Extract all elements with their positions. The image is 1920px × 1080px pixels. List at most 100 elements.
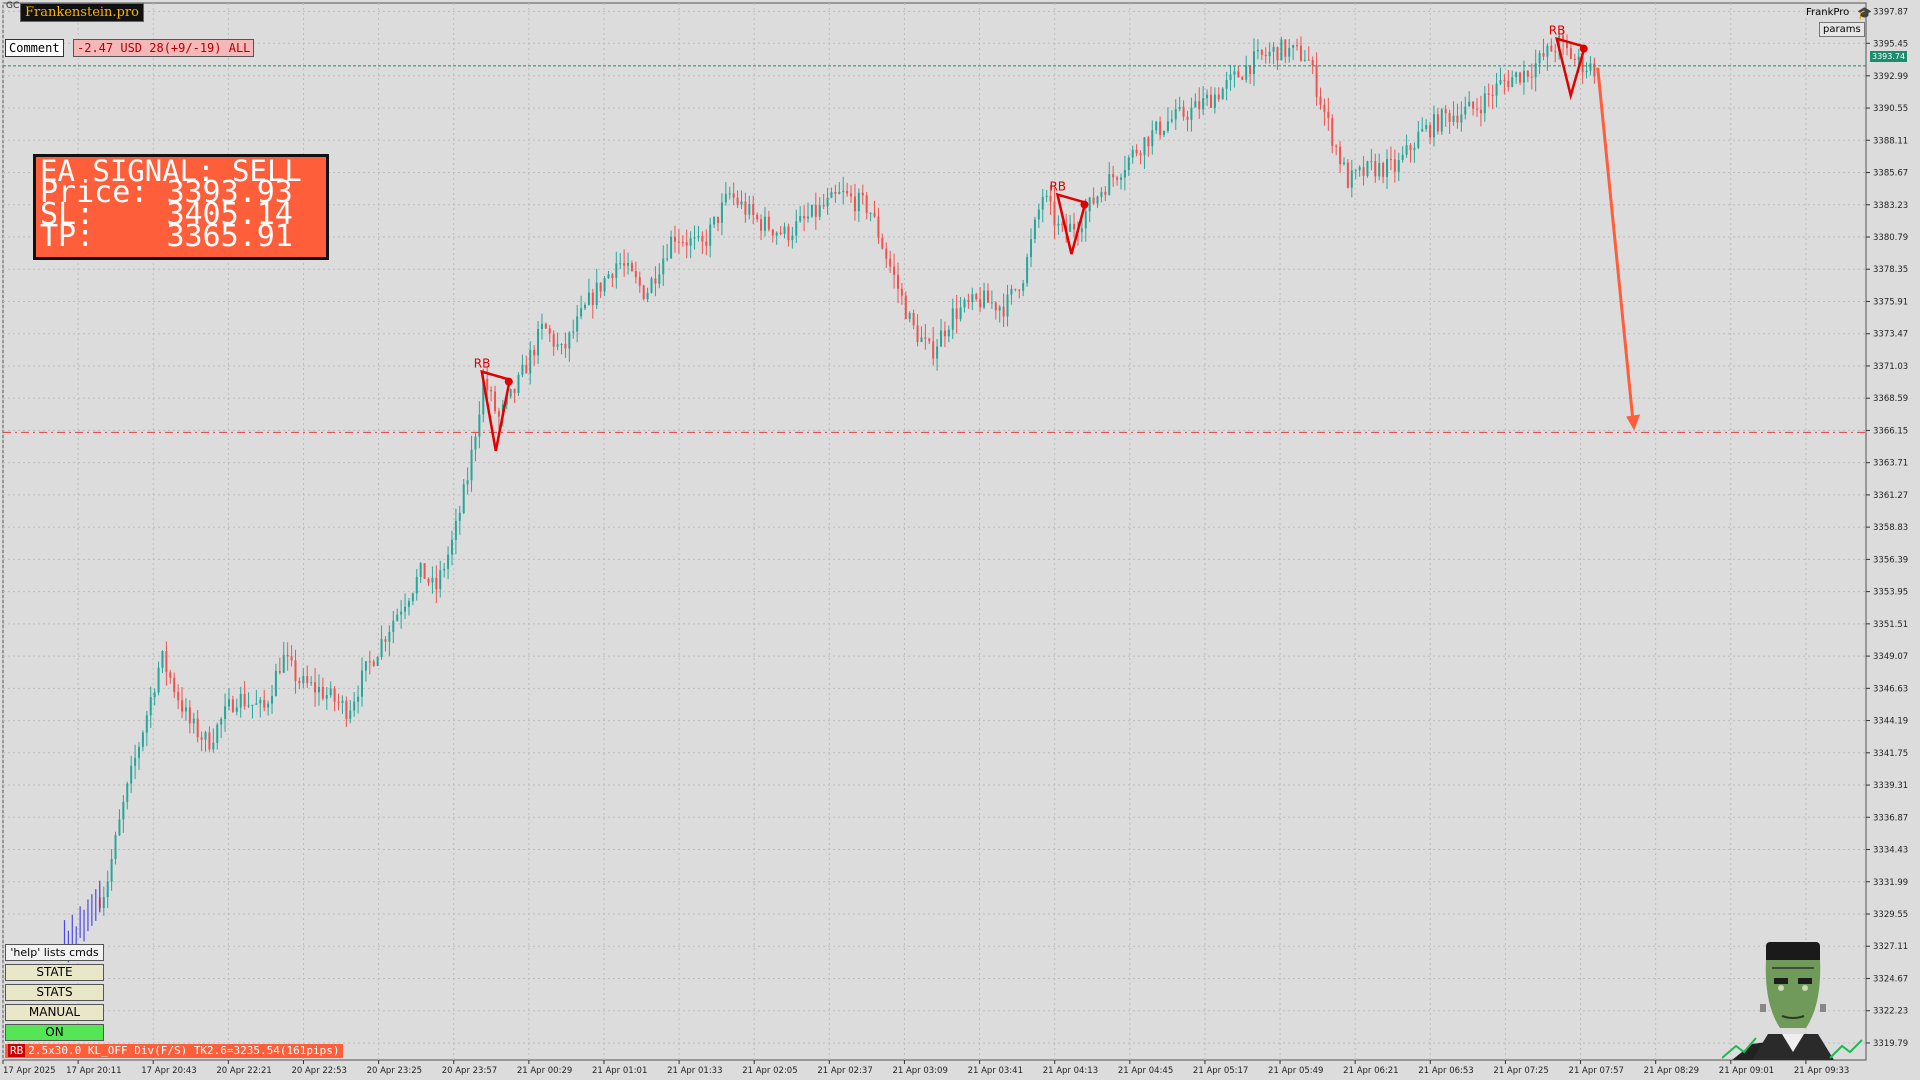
candle-body xyxy=(224,706,227,720)
candle-body xyxy=(1280,39,1283,61)
candle-body xyxy=(361,670,364,697)
pattern-wedge xyxy=(1055,192,1087,255)
candle-body xyxy=(415,576,418,594)
on-toggle-button[interactable]: ON xyxy=(5,1024,104,1041)
candle-body xyxy=(137,746,140,758)
candle-body xyxy=(615,263,618,278)
candle-body xyxy=(814,204,817,217)
candle-body xyxy=(216,724,219,743)
candle-body xyxy=(1468,101,1471,107)
candle-body xyxy=(881,237,884,249)
state-button[interactable]: STATE xyxy=(5,964,104,981)
candle-body xyxy=(251,704,254,706)
candle-body xyxy=(423,563,426,579)
candle-body xyxy=(181,700,184,712)
candle-body xyxy=(1209,94,1212,108)
candle-body xyxy=(1562,35,1565,41)
candle-body xyxy=(447,554,450,569)
candle-body xyxy=(321,686,324,699)
candle-body xyxy=(290,656,293,661)
graduation-cap-icon[interactable]: 🎓 xyxy=(1857,6,1872,20)
signal-title: EA SIGNAL: SELL xyxy=(40,154,302,188)
candle-body xyxy=(1483,93,1486,114)
candle-body xyxy=(591,292,594,305)
y-tick-label: 3351.51 xyxy=(1873,620,1908,630)
params-button[interactable]: params xyxy=(1819,22,1865,37)
candle-body xyxy=(1030,239,1033,258)
y-tick-label: 3339.31 xyxy=(1873,781,1908,791)
candle-body xyxy=(623,263,626,266)
candle-body xyxy=(783,226,786,234)
candle-body xyxy=(1182,106,1185,117)
y-tick-label: 3344.19 xyxy=(1873,717,1908,727)
signal-tp-row: TP: 3365.91 xyxy=(40,222,322,252)
y-tick-label: 3353.95 xyxy=(1873,588,1908,598)
candle-body xyxy=(114,835,117,859)
candle-body xyxy=(787,226,790,241)
candle-body xyxy=(1362,167,1365,176)
frankpro-label: FrankPro xyxy=(1806,7,1850,18)
candle-body xyxy=(212,742,215,750)
candle-body xyxy=(122,801,125,820)
signal-price-value: 3393.93 xyxy=(166,175,293,210)
candle-body xyxy=(1378,162,1381,177)
manual-button[interactable]: MANUAL xyxy=(5,1004,104,1021)
x-tick-label: 20 Apr 22:53 xyxy=(291,1066,346,1076)
candle-body xyxy=(685,242,688,246)
x-tick-label: 21 Apr 07:57 xyxy=(1569,1066,1624,1076)
comment-button[interactable]: Comment xyxy=(5,39,64,57)
candle-body xyxy=(940,330,943,347)
candle-body xyxy=(1507,80,1510,87)
candle-body xyxy=(1476,108,1479,110)
candle-body xyxy=(893,266,896,275)
candle-body xyxy=(1511,77,1514,87)
candle-body xyxy=(294,660,297,681)
candle-body xyxy=(1327,111,1330,119)
symbol-label: GC xyxy=(6,1,20,11)
candle-body xyxy=(443,568,446,571)
candle-body xyxy=(572,331,575,333)
candle-body xyxy=(861,192,864,196)
candle-body xyxy=(407,601,410,607)
pattern-label: RB xyxy=(1049,180,1066,194)
x-tick-label: 21 Apr 03:09 xyxy=(892,1066,947,1076)
candle-body xyxy=(627,262,630,266)
candle-body xyxy=(658,274,661,284)
candle-body xyxy=(517,374,520,393)
candle-body xyxy=(1069,223,1072,232)
candle-body xyxy=(857,192,860,212)
candle-body xyxy=(580,308,583,317)
candle-body xyxy=(540,323,543,329)
candle-body xyxy=(955,308,958,320)
candle-body xyxy=(873,212,876,217)
candle-body xyxy=(1108,174,1111,195)
candle-body xyxy=(979,299,982,308)
candle-body xyxy=(1288,47,1291,57)
candle-body xyxy=(494,391,497,412)
y-tick-label: 3375.91 xyxy=(1873,297,1908,307)
candle-body xyxy=(1409,145,1412,151)
candle-body xyxy=(1358,167,1361,171)
candle-body xyxy=(740,201,743,205)
candle-body xyxy=(681,241,684,243)
candle-body xyxy=(896,274,899,289)
candle-body xyxy=(1112,174,1115,178)
candle-body xyxy=(439,570,442,590)
stats-button[interactable]: STATS xyxy=(5,984,104,1001)
candle-body xyxy=(584,304,587,309)
candle-body xyxy=(1135,149,1138,154)
candle-body xyxy=(1440,109,1443,132)
candle-body xyxy=(744,201,747,215)
candle-body xyxy=(1147,137,1150,147)
candle-body xyxy=(830,192,833,198)
candle-body xyxy=(1393,159,1396,172)
candle-body xyxy=(1519,72,1522,83)
candle-body xyxy=(1264,54,1267,57)
x-tick-label: 20 Apr 22:21 xyxy=(216,1066,271,1076)
candle-body xyxy=(169,672,172,678)
candle-body xyxy=(779,232,782,234)
candle-body xyxy=(255,703,258,705)
candle-body xyxy=(1573,58,1576,60)
candle-body xyxy=(1057,223,1060,226)
